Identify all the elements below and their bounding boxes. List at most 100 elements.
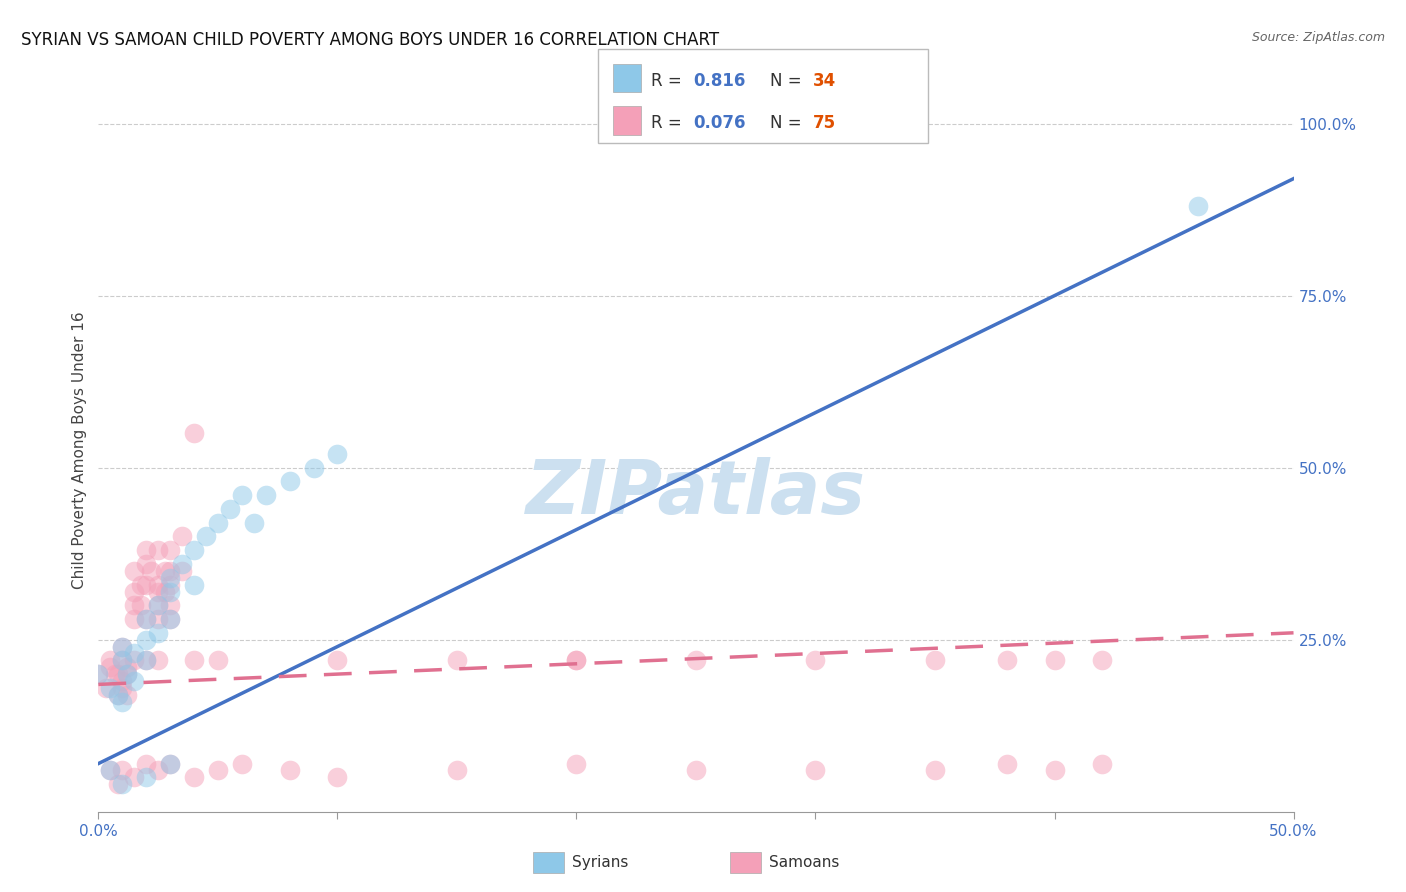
- Point: [995, 653, 1018, 667]
- Point: [148, 612, 170, 626]
- Point: [135, 612, 157, 626]
- Text: N =: N =: [770, 114, 807, 132]
- Point: [148, 599, 170, 613]
- Point: [1043, 764, 1066, 778]
- Point: [148, 653, 170, 667]
- Point: [159, 612, 181, 626]
- Point: [148, 764, 170, 778]
- Point: [207, 516, 229, 530]
- Text: SYRIAN VS SAMOAN CHILD POVERTY AMONG BOYS UNDER 16 CORRELATION CHART: SYRIAN VS SAMOAN CHILD POVERTY AMONG BOY…: [21, 31, 720, 49]
- Point: [159, 584, 181, 599]
- Text: R =: R =: [651, 71, 688, 89]
- Point: [111, 640, 134, 654]
- Point: [159, 577, 181, 591]
- Point: [135, 756, 157, 771]
- Point: [139, 564, 162, 578]
- Point: [107, 688, 129, 702]
- Point: [995, 756, 1018, 771]
- Point: [115, 660, 138, 674]
- Point: [111, 777, 134, 791]
- Point: [135, 543, 157, 558]
- Point: [924, 764, 946, 778]
- Point: [111, 653, 134, 667]
- Y-axis label: Child Poverty Among Boys Under 16: Child Poverty Among Boys Under 16: [72, 311, 87, 590]
- Point: [1091, 756, 1114, 771]
- Point: [111, 695, 134, 709]
- Point: [124, 599, 146, 613]
- Point: [148, 584, 170, 599]
- Point: [565, 756, 588, 771]
- Point: [115, 667, 138, 681]
- Point: [685, 653, 707, 667]
- Text: 0.816: 0.816: [693, 71, 745, 89]
- Text: 34: 34: [813, 71, 837, 89]
- Point: [565, 653, 588, 667]
- Text: 0.076: 0.076: [693, 114, 745, 132]
- Point: [924, 653, 946, 667]
- Point: [254, 488, 277, 502]
- Point: [135, 557, 157, 571]
- Point: [131, 599, 153, 613]
- Point: [159, 543, 181, 558]
- Point: [124, 647, 146, 661]
- Text: Source: ZipAtlas.com: Source: ZipAtlas.com: [1251, 31, 1385, 45]
- Point: [94, 681, 117, 695]
- Point: [135, 612, 157, 626]
- Point: [111, 673, 134, 688]
- Point: [148, 599, 170, 613]
- Point: [98, 764, 122, 778]
- Point: [148, 625, 170, 640]
- Point: [183, 577, 205, 591]
- Point: [183, 426, 205, 441]
- Text: R =: R =: [651, 114, 688, 132]
- Text: Samoans: Samoans: [769, 855, 839, 870]
- Point: [172, 557, 194, 571]
- Point: [685, 764, 707, 778]
- Text: 75: 75: [813, 114, 835, 132]
- Point: [124, 653, 146, 667]
- Point: [183, 653, 205, 667]
- Point: [111, 681, 134, 695]
- Point: [195, 529, 218, 543]
- Point: [124, 564, 146, 578]
- Point: [159, 571, 181, 585]
- Point: [172, 564, 194, 578]
- Point: [98, 681, 122, 695]
- Point: [446, 764, 468, 778]
- Point: [111, 653, 134, 667]
- Point: [107, 667, 129, 681]
- Point: [183, 543, 205, 558]
- Point: [111, 640, 134, 654]
- Point: [326, 770, 349, 784]
- Point: [124, 612, 146, 626]
- Point: [135, 653, 157, 667]
- Point: [159, 756, 181, 771]
- Point: [148, 577, 170, 591]
- Point: [135, 632, 157, 647]
- Point: [107, 777, 129, 791]
- Point: [159, 756, 181, 771]
- Point: [1187, 199, 1209, 213]
- Point: [804, 653, 827, 667]
- Point: [302, 460, 325, 475]
- Point: [124, 673, 146, 688]
- Point: [1043, 653, 1066, 667]
- Point: [326, 447, 349, 461]
- Point: [87, 667, 110, 681]
- Point: [219, 502, 242, 516]
- Point: [115, 688, 138, 702]
- Text: N =: N =: [770, 71, 807, 89]
- Point: [243, 516, 266, 530]
- Point: [446, 653, 468, 667]
- Point: [231, 756, 253, 771]
- Text: ZIPatlas: ZIPatlas: [526, 458, 866, 531]
- Point: [135, 653, 157, 667]
- Point: [155, 564, 177, 578]
- Point: [804, 764, 827, 778]
- Point: [207, 764, 229, 778]
- Point: [326, 653, 349, 667]
- Point: [135, 577, 157, 591]
- Point: [135, 770, 157, 784]
- Point: [207, 653, 229, 667]
- Point: [87, 667, 110, 681]
